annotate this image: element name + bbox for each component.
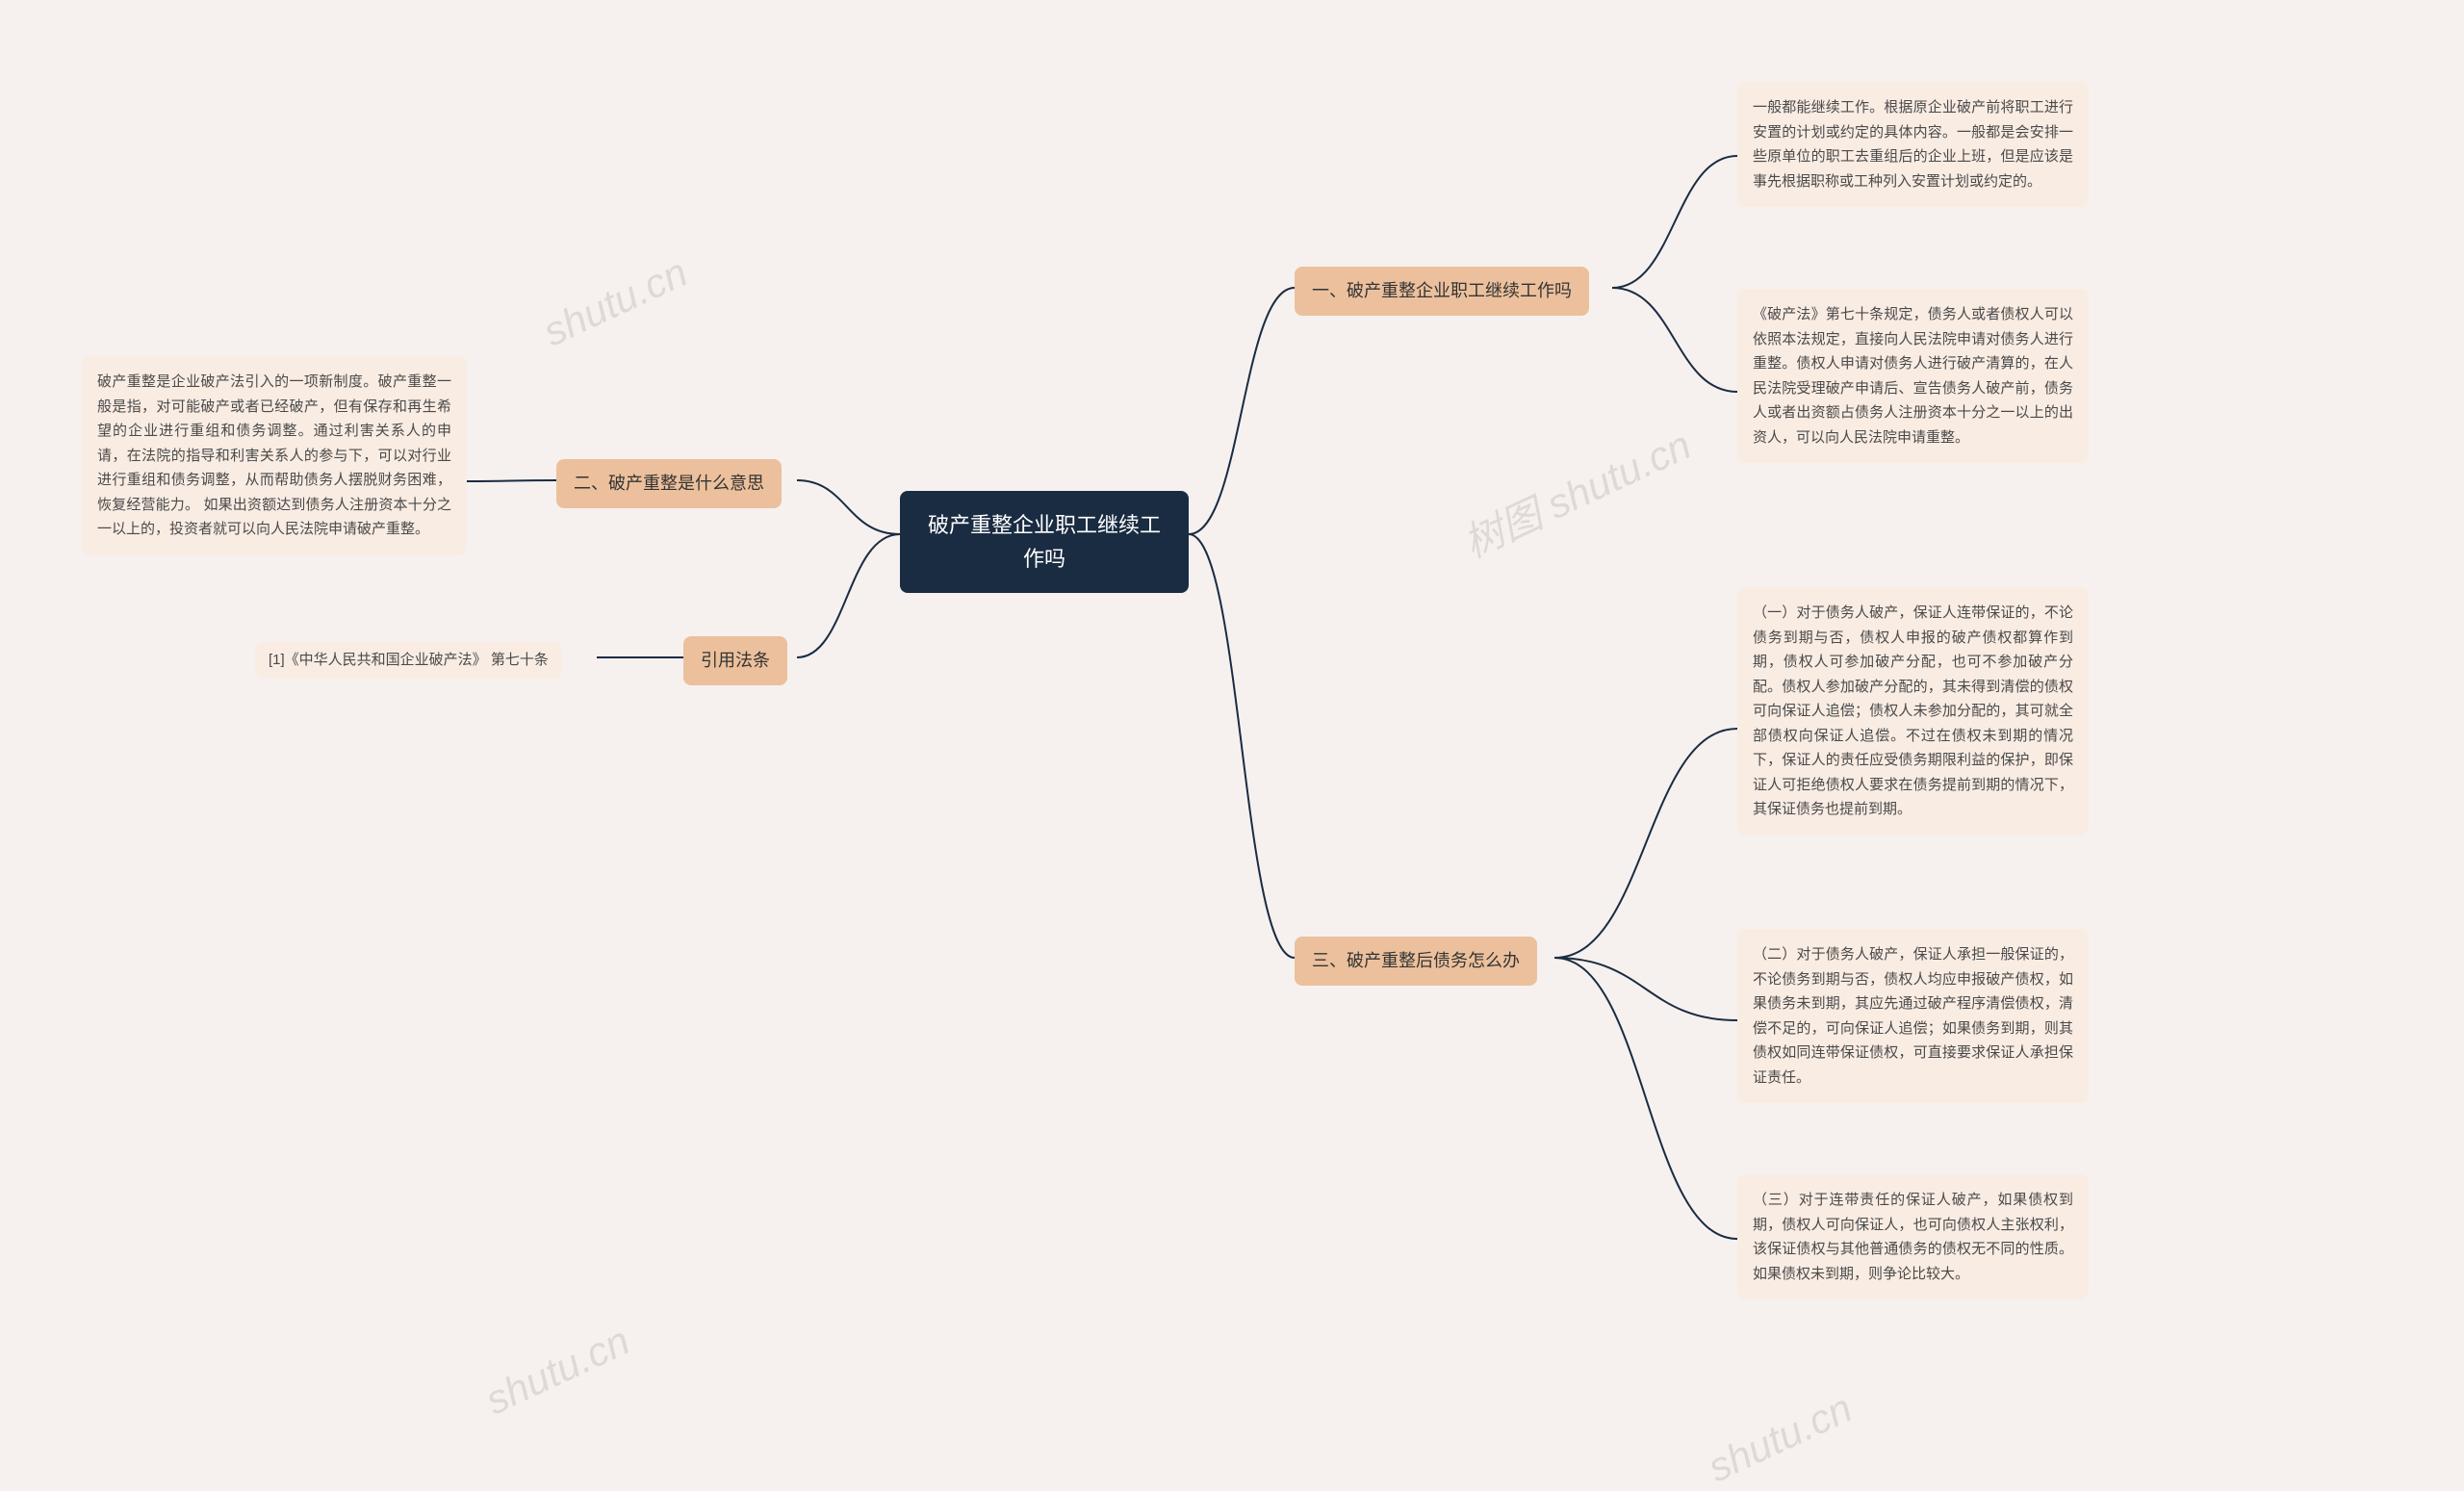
branch-4-text: 引用法条 (701, 651, 770, 670)
branch-3-text: 三、破产重整后债务怎么办 (1312, 951, 1520, 970)
branch-2[interactable]: 二、破产重整是什么意思 (556, 459, 782, 508)
leaf-1b-text: 《破产法》第七十条规定，债务人或者债权人可以依照本法规定，直接向人民法院申请对债… (1753, 306, 2073, 446)
leaf-4a[interactable]: [1]《中华人民共和国企业破产法》 第七十条 (255, 642, 562, 679)
leaf-3c-text: （三）对于连带责任的保证人破产，如果债权到期，债权人可向保证人，也可向债权人主张… (1753, 1192, 2073, 1282)
branch-2-text: 二、破产重整是什么意思 (574, 474, 764, 493)
leaf-3b[interactable]: （二）对于债务人破产，保证人承担一般保证的，不论债务到期与否，债权人均应申报破产… (1737, 929, 2089, 1103)
watermark-4: shutu.cn (1701, 1385, 1859, 1491)
branch-1[interactable]: 一、破产重整企业职工继续工作吗 (1295, 267, 1589, 316)
watermark-2: 树图 shutu.cn (1452, 413, 1699, 570)
leaf-1a[interactable]: 一般都能继续工作。根据原企业破产前将职工进行安置的计划或约定的具体内容。一般都是… (1737, 82, 2089, 207)
connectors-svg (0, 0, 2464, 1442)
root-text: 破产重整企业职工继续工作吗 (928, 513, 1161, 571)
branch-3[interactable]: 三、破产重整后债务怎么办 (1295, 937, 1537, 986)
leaf-3b-text: （二）对于债务人破产，保证人承担一般保证的，不论债务到期与否，债权人均应申报破产… (1753, 946, 2073, 1086)
watermark-3: shutu.cn (478, 1318, 636, 1425)
leaf-3a[interactable]: （一）对于债务人破产，保证人连带保证的，不论债务到期与否，债权人申报的破产债权都… (1737, 587, 2089, 835)
watermark-1: shutu.cn (536, 249, 694, 356)
leaf-3a-text: （一）对于债务人破产，保证人连带保证的，不论债务到期与否，债权人申报的破产债权都… (1753, 604, 2073, 817)
leaf-1b[interactable]: 《破产法》第七十条规定，债务人或者债权人可以依照本法规定，直接向人民法院申请对债… (1737, 289, 2089, 463)
mindmap-canvas: 破产重整企业职工继续工作吗 一、破产重整企业职工继续工作吗 二、破产重整是什么意… (0, 0, 2464, 1442)
leaf-3c[interactable]: （三）对于连带责任的保证人破产，如果债权到期，债权人可向保证人，也可向债权人主张… (1737, 1174, 2089, 1299)
leaf-2a[interactable]: 破产重整是企业破产法引入的一项新制度。破产重整一般是指，对可能破产或者已经破产，… (82, 356, 467, 555)
branch-1-text: 一、破产重整企业职工继续工作吗 (1312, 281, 1572, 300)
leaf-4a-text: [1]《中华人民共和国企业破产法》 第七十条 (269, 652, 549, 668)
branch-4[interactable]: 引用法条 (683, 636, 787, 685)
leaf-1a-text: 一般都能继续工作。根据原企业破产前将职工进行安置的计划或约定的具体内容。一般都是… (1753, 99, 2073, 190)
root-node[interactable]: 破产重整企业职工继续工作吗 (900, 491, 1189, 593)
leaf-2a-text: 破产重整是企业破产法引入的一项新制度。破产重整一般是指，对可能破产或者已经破产，… (97, 373, 451, 537)
